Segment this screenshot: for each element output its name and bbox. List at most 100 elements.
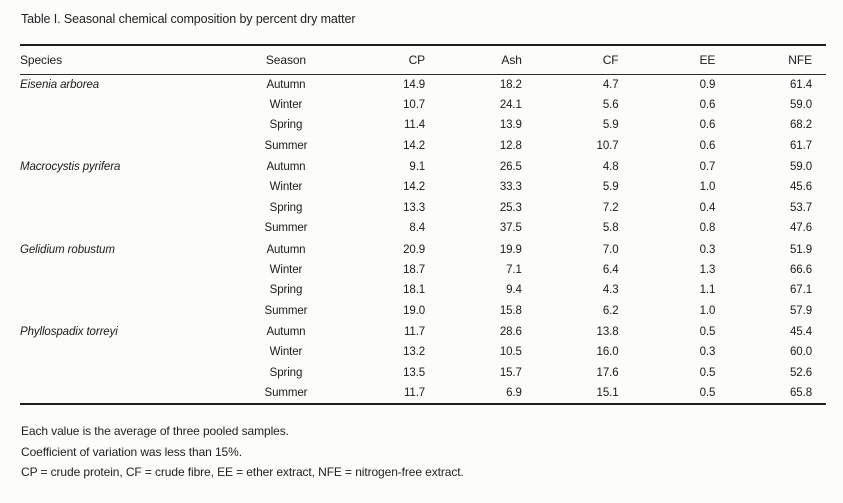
table-header: Species Season CP Ash CF EE NFE <box>20 45 826 75</box>
cp-cell: 13.5 <box>403 366 426 379</box>
season-cell: Summer <box>264 304 308 317</box>
cf-cell: 7.0 <box>602 243 619 256</box>
cp-cell: 20.9 <box>403 243 426 256</box>
cf-cell: 13.8 <box>596 325 619 338</box>
cp-cell: 14.2 <box>403 181 426 194</box>
ash-cell: 18.2 <box>499 79 522 92</box>
cp-cell: 13.2 <box>403 346 426 359</box>
species-cell <box>20 218 230 239</box>
table-row: Summer 8.4 37.5 5.8 0.8 47.6 <box>20 218 826 239</box>
ee-cell: 0.5 <box>699 386 716 399</box>
nfe-cell: 59.0 <box>790 161 812 174</box>
ee-cell: 0.4 <box>699 201 716 214</box>
ash-cell: 33.3 <box>499 181 522 194</box>
ash-cell: 28.6 <box>499 325 522 338</box>
species-cell <box>20 301 230 322</box>
footnote-abbreviations: CP = crude protein, CF = crude fibre, EE… <box>21 465 464 479</box>
season-cell: Spring <box>269 201 303 214</box>
ash-cell: 10.5 <box>499 346 522 359</box>
table-row: Gelidium robustum Autumn 20.9 19.9 7.0 0… <box>20 239 826 260</box>
cf-cell: 16.0 <box>596 346 619 359</box>
ee-cell: 1.0 <box>699 304 716 317</box>
ash-cell: 12.8 <box>499 140 522 153</box>
ash-cell: 13.9 <box>499 119 522 132</box>
species-cell <box>20 383 230 404</box>
cf-cell: 5.9 <box>602 181 619 194</box>
table-title: Table I. Seasonal chemical composition b… <box>21 12 356 26</box>
cp-cell: 10.7 <box>403 98 426 111</box>
table-row: Summer 11.7 6.9 15.1 0.5 65.8 <box>20 383 826 404</box>
species-cell: Gelidium robustum <box>20 243 115 256</box>
ash-cell: 37.5 <box>499 222 522 235</box>
species-cell <box>20 280 230 301</box>
cp-cell: 11.4 <box>403 119 426 132</box>
nfe-cell: 52.6 <box>790 366 812 379</box>
header-row: Species Season CP Ash CF EE NFE <box>20 45 826 75</box>
cf-cell: 5.9 <box>602 119 619 132</box>
ash-cell: 25.3 <box>499 201 522 214</box>
season-cell: Spring <box>269 366 303 379</box>
species-cell <box>20 115 230 136</box>
season-cell: Winter <box>269 181 303 194</box>
cf-cell: 7.2 <box>602 201 619 214</box>
cf-cell: 4.8 <box>602 161 619 174</box>
season-cell: Winter <box>269 346 303 359</box>
nfe-cell: 45.4 <box>790 325 812 338</box>
table-row: Spring 18.1 9.4 4.3 1.1 67.1 <box>20 280 826 301</box>
ash-cell: 15.7 <box>499 366 522 379</box>
table-row: Summer 14.2 12.8 10.7 0.6 61.7 <box>20 136 826 157</box>
nfe-cell: 65.8 <box>790 386 812 399</box>
nfe-cell: 60.0 <box>790 346 812 359</box>
table-row: Spring 13.3 25.3 7.2 0.4 53.7 <box>20 198 826 219</box>
cp-cell: 14.2 <box>403 140 426 153</box>
col-header-cf: CF <box>535 45 633 75</box>
cp-cell: 19.0 <box>403 304 426 317</box>
season-cell: Spring <box>269 284 303 297</box>
ee-cell: 1.1 <box>699 284 716 297</box>
footnotes: Each value is the average of three poole… <box>21 421 464 483</box>
season-cell: Autumn <box>266 325 306 338</box>
col-header-nfe: NFE <box>729 45 826 75</box>
footnote-pooled-samples: Each value is the average of three poole… <box>21 424 289 438</box>
ee-cell: 0.3 <box>699 243 716 256</box>
ee-cell: 0.7 <box>699 161 716 174</box>
ash-cell: 7.1 <box>506 263 522 276</box>
species-cell: Phyllospadix torreyi <box>20 325 118 338</box>
cf-cell: 5.6 <box>602 98 619 111</box>
table-row: Spring 13.5 15.7 17.6 0.5 52.6 <box>20 362 826 383</box>
col-header-season: Season <box>229 45 343 75</box>
ash-cell: 9.4 <box>506 284 522 297</box>
species-cell <box>20 198 230 219</box>
season-cell: Summer <box>264 140 308 153</box>
season-cell: Summer <box>264 386 308 399</box>
species-cell <box>20 342 230 363</box>
species-cell <box>20 177 230 198</box>
cf-cell: 6.2 <box>602 304 619 317</box>
season-cell: Autumn <box>266 243 306 256</box>
table-row: Eisenia arborea Autumn 14.9 18.2 4.7 0.9… <box>20 74 826 95</box>
ee-cell: 1.3 <box>699 263 716 276</box>
col-header-ash: Ash <box>439 45 536 75</box>
cp-cell: 18.1 <box>403 284 426 297</box>
cp-cell: 11.7 <box>403 325 426 338</box>
cp-cell: 13.3 <box>403 201 426 214</box>
cf-cell: 4.7 <box>602 79 619 92</box>
nfe-cell: 67.1 <box>790 284 812 297</box>
nfe-cell: 59.0 <box>790 98 812 111</box>
species-cell <box>20 136 230 157</box>
cp-cell: 18.7 <box>403 263 426 276</box>
ee-cell: 0.6 <box>699 98 716 111</box>
ee-cell: 0.6 <box>699 140 716 153</box>
cf-cell: 4.3 <box>602 284 619 297</box>
cf-cell: 17.6 <box>596 366 619 379</box>
season-cell: Winter <box>269 98 303 111</box>
species-cell <box>20 259 230 280</box>
nfe-cell: 53.7 <box>790 201 812 214</box>
species-cell: Macrocystis pyrifera <box>20 161 121 174</box>
nfe-cell: 45.6 <box>790 181 812 194</box>
season-cell: Spring <box>269 119 303 132</box>
season-cell: Summer <box>264 222 308 235</box>
ash-cell: 24.1 <box>499 98 522 111</box>
cp-cell: 11.7 <box>403 386 426 399</box>
